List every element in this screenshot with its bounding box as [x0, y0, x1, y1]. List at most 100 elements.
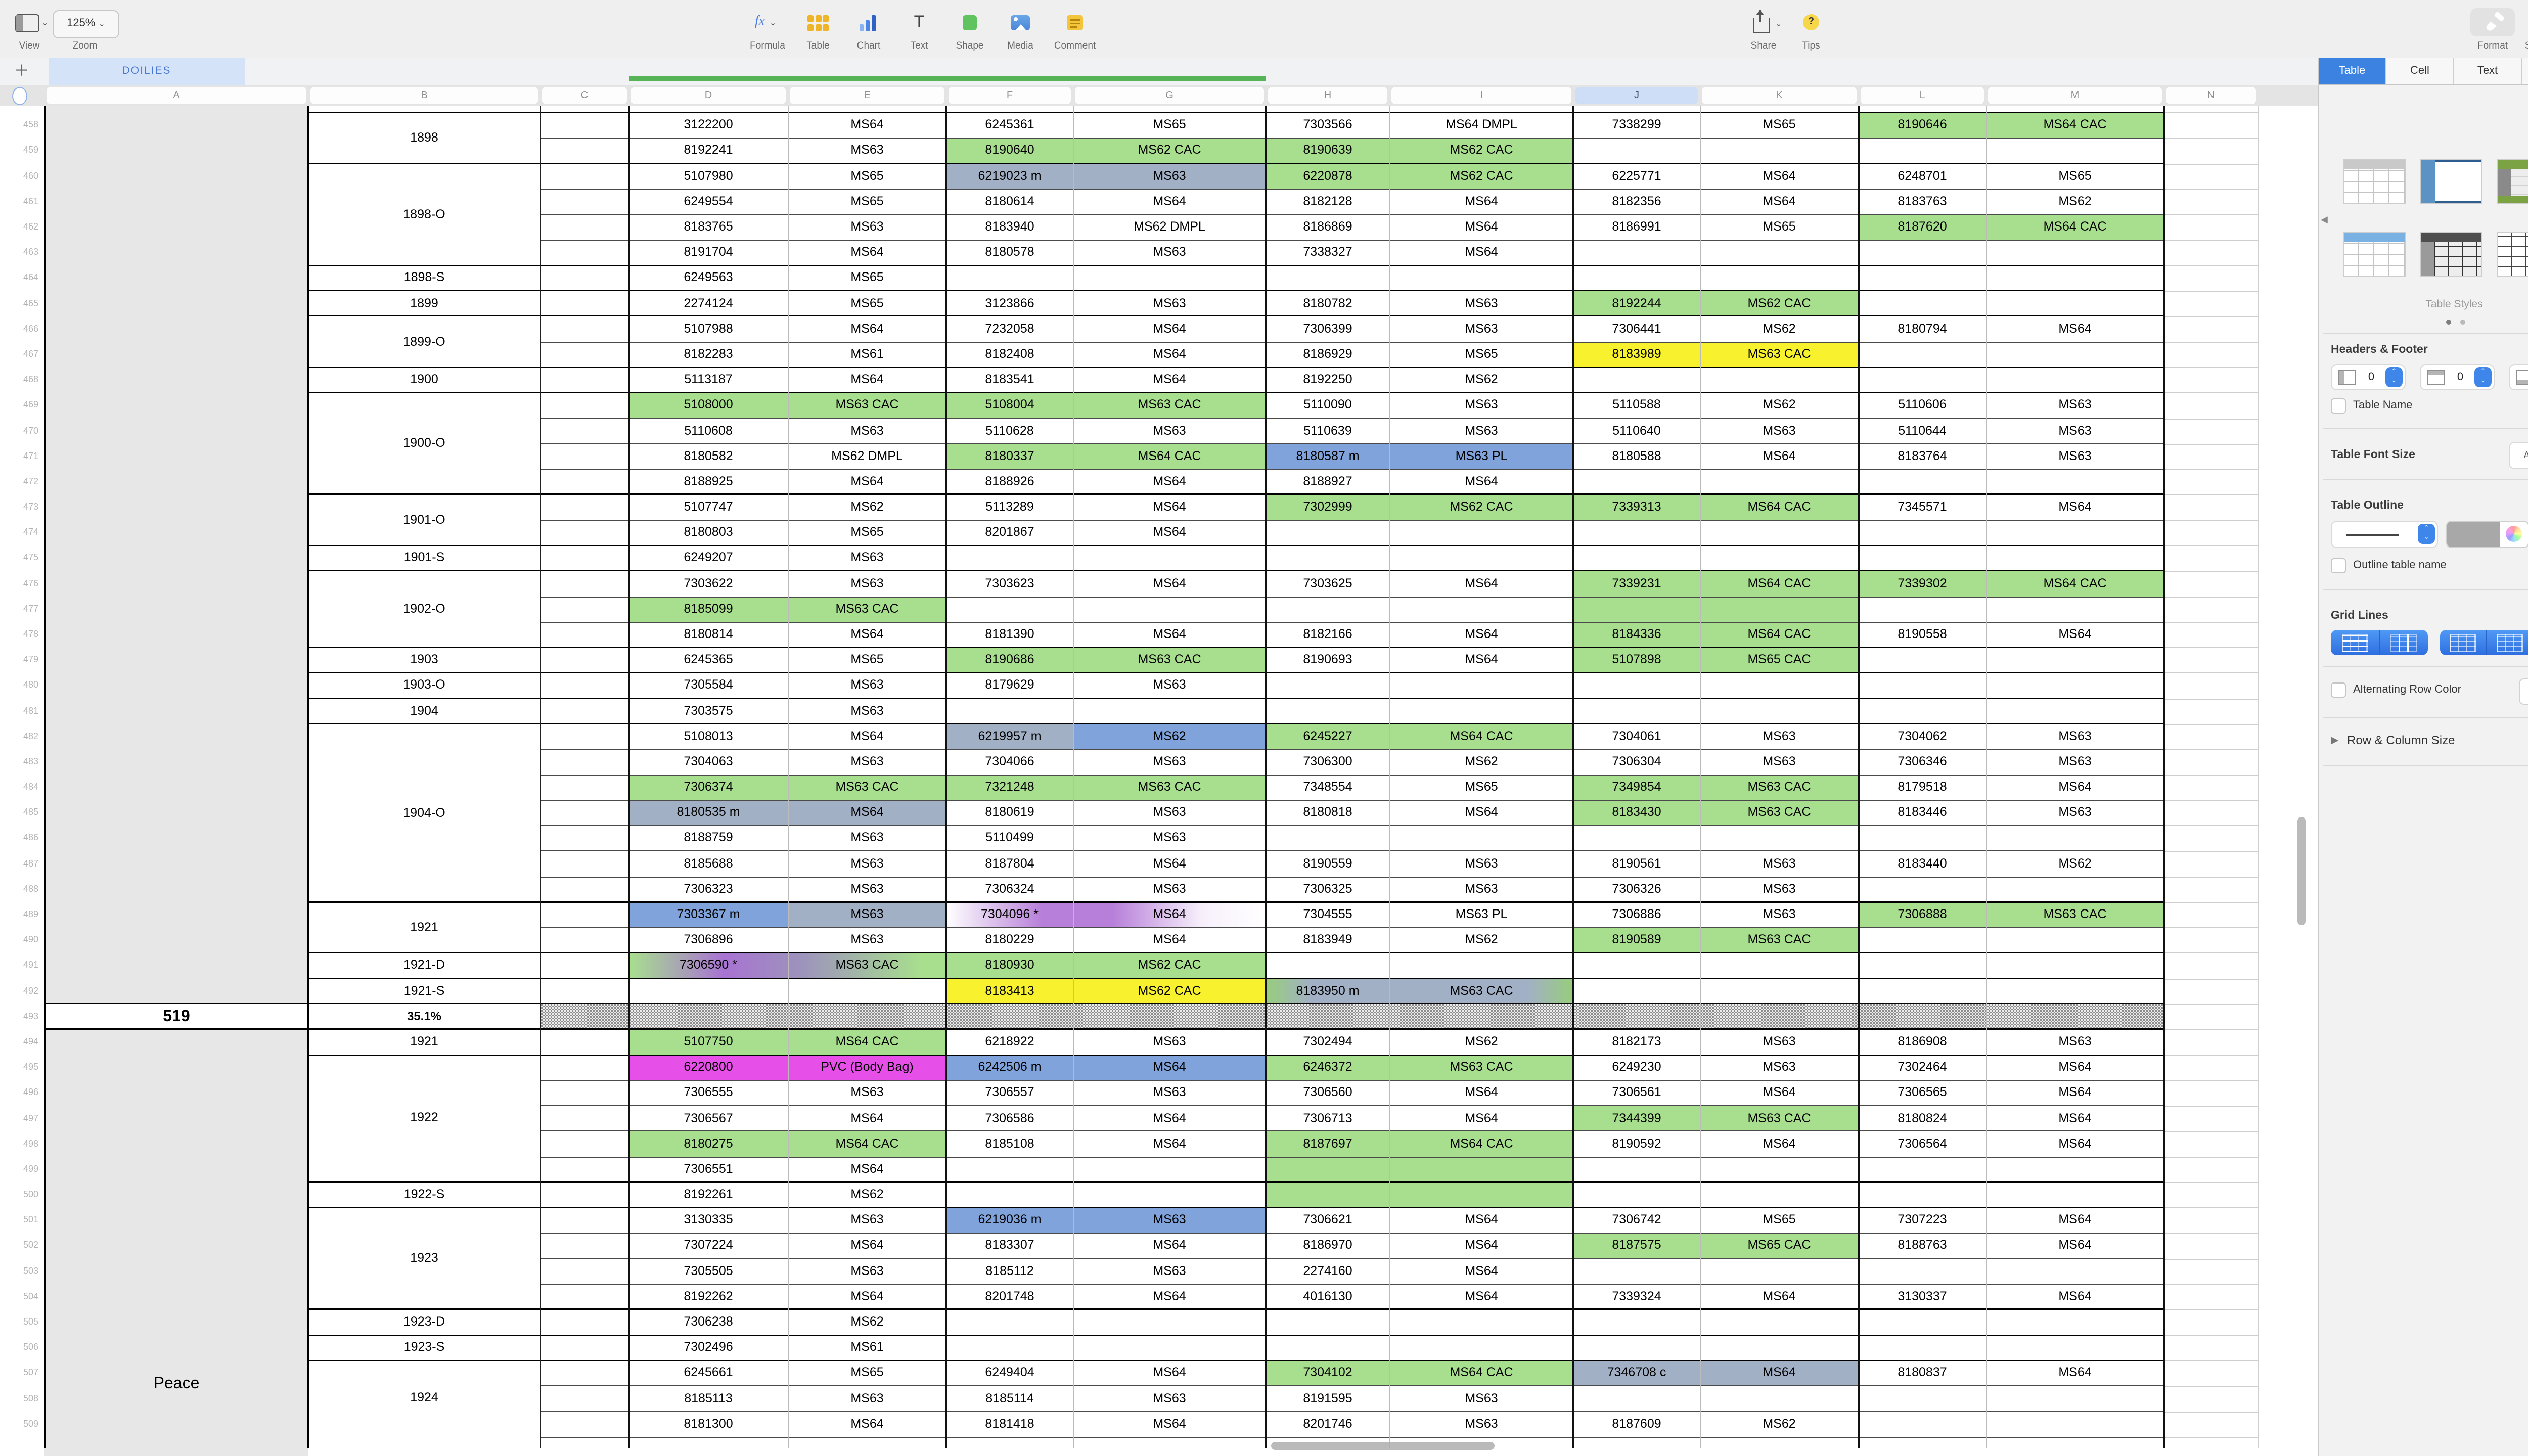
cell[interactable]: 6245227	[1303, 729, 1352, 743]
cell[interactable]: MS63	[1465, 1391, 1498, 1405]
cell[interactable]: MS63	[1465, 397, 1498, 412]
cell[interactable]: MS63	[850, 754, 884, 768]
stepper-buttons[interactable]: ⌃ ⌄	[2385, 367, 2403, 387]
row-header[interactable]: 505	[23, 1316, 38, 1327]
cell[interactable]: MS63	[850, 219, 884, 234]
cell[interactable]: 5110608	[684, 423, 733, 438]
cell[interactable]: MS64	[1465, 627, 1498, 641]
gridlines-group-1-seg-2[interactable]	[2380, 630, 2428, 655]
cell[interactable]: 8191704	[684, 245, 733, 259]
cell[interactable]: 6219023 m	[978, 168, 1042, 183]
cell[interactable]: MS64	[1153, 194, 1186, 208]
cell[interactable]: MS63	[850, 856, 884, 871]
cell[interactable]: MS64	[850, 1289, 884, 1303]
cell[interactable]: 7306399	[1303, 321, 1352, 336]
cell[interactable]: 7305584	[684, 677, 733, 692]
column-header[interactable]: G	[1075, 86, 1264, 104]
row-header[interactable]: 509	[23, 1418, 38, 1429]
table-style-thumb-6[interactable]	[2497, 232, 2528, 277]
cell[interactable]: 7302464	[1898, 1060, 1947, 1074]
cell[interactable]: 8186970	[1303, 1238, 1352, 1252]
cell[interactable]: 8181300	[684, 1416, 733, 1431]
cell[interactable]: 8185112	[985, 1263, 1034, 1278]
cell[interactable]: 7306300	[1303, 754, 1352, 768]
cell[interactable]: MS63	[1153, 1263, 1186, 1278]
cell[interactable]: MS63	[850, 1212, 884, 1227]
cell[interactable]: MS64	[2058, 1111, 2092, 1125]
cell[interactable]: MS62 CAC	[1450, 499, 1513, 514]
year-cell[interactable]: 1921-D	[403, 958, 445, 972]
cell[interactable]: 5108004	[985, 397, 1034, 412]
cell[interactable]: MS63 CAC	[1747, 1111, 1811, 1125]
cell[interactable]: MS64	[1465, 576, 1498, 590]
cell[interactable]: 7303367 m	[676, 907, 740, 922]
year-cell[interactable]: 1899	[410, 296, 438, 310]
cell[interactable]: 5113187	[684, 372, 733, 387]
cell[interactable]: MS62	[1763, 1416, 1796, 1431]
cell[interactable]: 8180818	[1303, 805, 1352, 820]
cell[interactable]: MS63	[850, 1085, 884, 1100]
cell[interactable]: MS63	[1153, 805, 1186, 820]
cell[interactable]: 8183541	[985, 372, 1034, 387]
cell[interactable]: MS62 DMPL	[1134, 219, 1205, 234]
cell[interactable]: 8183989	[1612, 346, 1661, 361]
cell[interactable]: MS65	[1465, 346, 1498, 361]
cell[interactable]: MS63	[850, 830, 884, 845]
cell[interactable]: MS64	[850, 627, 884, 641]
year-cell[interactable]: 1901-S	[403, 550, 445, 565]
cell[interactable]: MS64	[850, 1111, 884, 1125]
cell[interactable]: 5110499	[985, 830, 1034, 845]
cell[interactable]: 7338327	[1303, 245, 1352, 259]
alt-row-color-well[interactable]	[2519, 678, 2528, 705]
tips-icon[interactable]: ?	[1803, 14, 1819, 30]
cell[interactable]: MS63	[2058, 754, 2092, 768]
row-header[interactable]: 460	[23, 170, 38, 181]
year-cell[interactable]: 1923	[410, 1251, 438, 1265]
cell[interactable]: 7306326	[1612, 881, 1661, 896]
cell[interactable]: MS64	[2058, 1238, 2092, 1252]
outline-color-well[interactable]	[2446, 521, 2528, 548]
cell[interactable]: MS63	[1763, 1060, 1796, 1074]
year-cell[interactable]: 1899-O	[403, 334, 445, 349]
cell[interactable]: 8180782	[1303, 296, 1352, 310]
cell[interactable]: 7304062	[1898, 729, 1947, 743]
cell[interactable]: 6219957 m	[978, 729, 1042, 743]
cell[interactable]: 7304063	[684, 754, 733, 768]
cell[interactable]: MS62 CAC	[1138, 983, 1201, 998]
row-header[interactable]: 495	[23, 1062, 38, 1072]
row-header[interactable]: 477	[23, 603, 38, 614]
text-icon[interactable]: T	[914, 12, 925, 31]
cell[interactable]: 8182408	[985, 346, 1034, 361]
cell[interactable]: MS63	[1153, 423, 1186, 438]
cell[interactable]: 8179629	[985, 677, 1034, 692]
cell[interactable]: MS64	[850, 729, 884, 743]
styles-page-dot-1[interactable]	[2446, 320, 2451, 325]
cell[interactable]: 8180794	[1898, 321, 1947, 336]
cell[interactable]: MS64 CAC	[1450, 1136, 1513, 1151]
cell[interactable]: MS63 CAC	[2043, 907, 2107, 922]
cell[interactable]: 6219036 m	[978, 1212, 1042, 1227]
cell[interactable]: 8180614	[985, 194, 1034, 208]
cell[interactable]: 6245361	[985, 117, 1034, 132]
cell[interactable]: MS62	[1465, 1034, 1498, 1049]
row-header[interactable]: 464	[23, 272, 38, 283]
cell[interactable]: MS62	[1465, 372, 1498, 387]
cell[interactable]: MS62	[1763, 397, 1796, 412]
cell[interactable]: MS63	[1153, 1085, 1186, 1100]
cell[interactable]: MS64	[1763, 1136, 1796, 1151]
cell[interactable]: 8190561	[1612, 856, 1661, 871]
cell[interactable]: 8190693	[1303, 652, 1352, 667]
cell[interactable]: MS62	[850, 499, 884, 514]
tab-table[interactable]: Table	[2319, 58, 2386, 85]
cell[interactable]: 7304555	[1303, 907, 1352, 922]
year-cell[interactable]: 1922	[410, 1110, 438, 1125]
column-header[interactable]: E	[790, 86, 944, 104]
cell[interactable]: 7339231	[1612, 576, 1661, 590]
cell[interactable]: MS63	[850, 550, 884, 565]
cell[interactable]: 5108013	[684, 729, 733, 743]
cell[interactable]: MS64	[1153, 474, 1186, 488]
cell[interactable]: MS64 CAC	[835, 1136, 899, 1151]
cell[interactable]: 5110090	[1303, 397, 1352, 412]
tab-cell[interactable]: Cell	[2386, 58, 2454, 85]
cell[interactable]: MS64	[850, 805, 884, 820]
